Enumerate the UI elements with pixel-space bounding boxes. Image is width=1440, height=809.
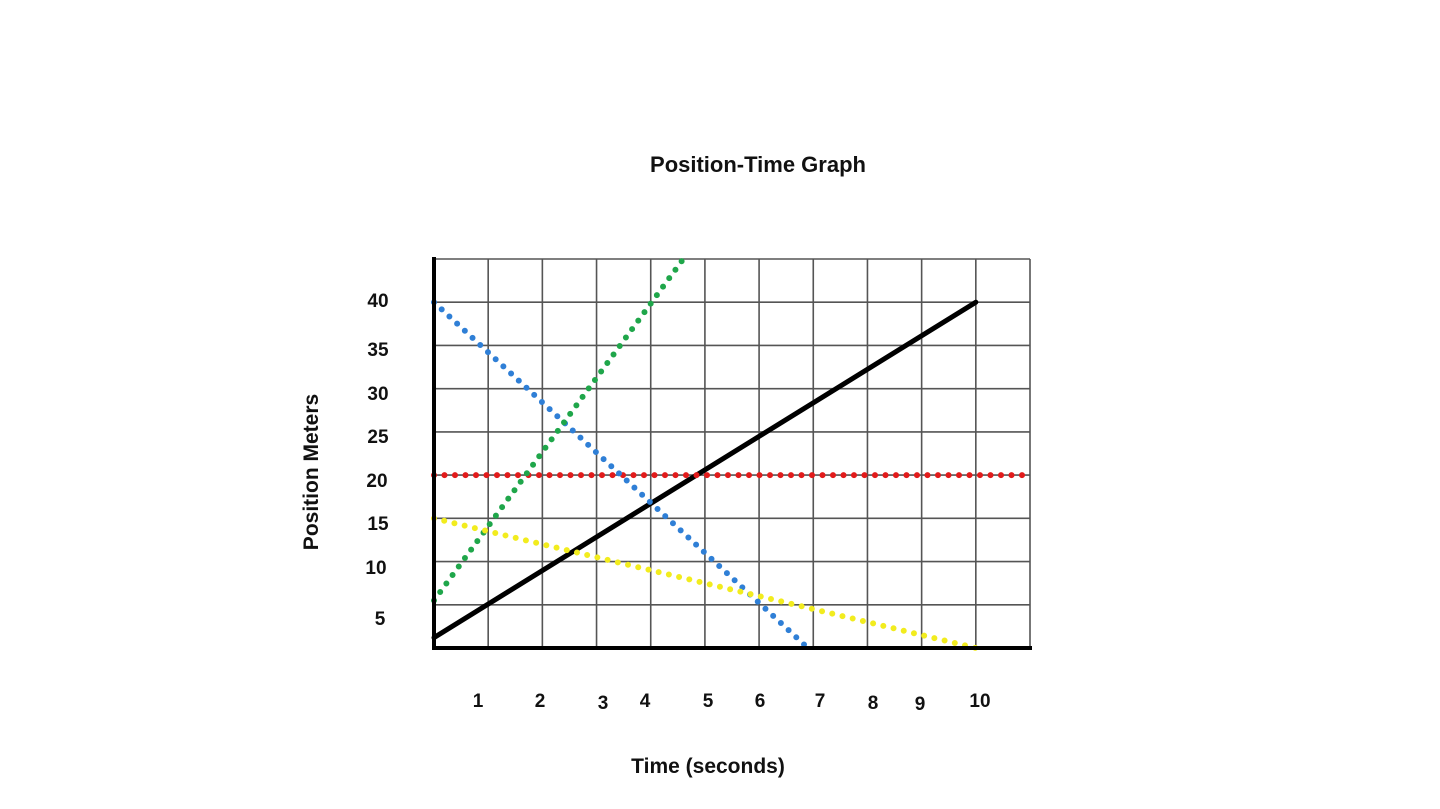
chart-title: Position-Time Graph <box>650 152 866 177</box>
y-tick-label: 10 <box>365 558 386 579</box>
series-line-3 <box>431 299 811 651</box>
x-tick-label: 10 <box>969 691 990 712</box>
x-tick-label: 4 <box>640 691 651 712</box>
x-tick-label: 6 <box>755 691 766 712</box>
x-tick-labels: 1 2 3 4 5 6 7 8 9 10 <box>473 691 991 715</box>
y-tick-label: 40 <box>367 291 388 312</box>
x-tick-label: 1 <box>473 691 484 712</box>
y-axis-label: Position Meters <box>300 394 323 550</box>
x-axis-label: Time (seconds) <box>631 755 785 778</box>
y-tick-label: 30 <box>367 384 388 405</box>
x-tick-label: 7 <box>815 691 826 712</box>
x-tick-label: 9 <box>915 694 926 715</box>
y-tick-label: 20 <box>366 471 387 492</box>
y-tick-label: 25 <box>367 427 389 448</box>
series-line-4 <box>431 256 687 604</box>
y-tick-label: 5 <box>375 609 386 630</box>
series-line-1 <box>431 299 979 641</box>
x-tick-label: 5 <box>703 691 714 712</box>
x-tick-label: 8 <box>868 693 879 714</box>
x-tick-label: 2 <box>535 691 546 712</box>
x-tick-label: 3 <box>598 693 609 714</box>
series-line-5 <box>431 515 979 651</box>
y-tick-label: 15 <box>367 514 389 535</box>
series-group <box>431 256 1033 651</box>
y-tick-labels: 5 10 15 20 25 30 35 40 <box>365 291 389 630</box>
axes <box>432 257 1032 650</box>
y-tick-label: 35 <box>367 340 389 361</box>
